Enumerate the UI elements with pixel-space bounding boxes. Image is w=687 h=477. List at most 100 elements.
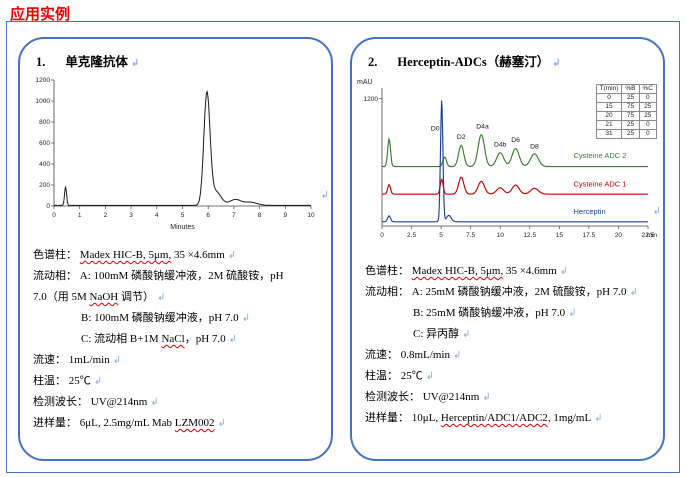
spec-line: 流速： 1mL/min ↲ (33, 350, 331, 371)
svg-text:1000: 1000 (36, 98, 51, 105)
section-heading-right: 2. Herceptin-ADCs（赫塞汀） ↲ (368, 51, 663, 70)
gradient-table-header: %C (638, 84, 658, 94)
gradient-table-cell: 0 (638, 93, 658, 103)
svg-text:0: 0 (380, 232, 384, 239)
svg-text:5: 5 (439, 232, 443, 239)
spellcheck-flagged-text: Madex HIC-B, 5μm, (79, 249, 172, 261)
spec-line: B: 25mM 磷酸钠缓冲液，pH 7.0 ↲ (365, 303, 663, 324)
return-mark: ↲ (594, 413, 603, 424)
gradient-table-row: 20 75 25 (595, 111, 658, 121)
spec-line: 柱温： 25℃ ↲ (365, 366, 663, 387)
gradient-table-cell: 0 (638, 120, 658, 130)
gradient-table-cell: 25 (638, 102, 658, 112)
spec-text: 进样量： 6μL, 2.5mg/mL Mab (33, 417, 175, 429)
return-mark: ↲ (93, 376, 103, 387)
svg-text:mAU: mAU (357, 79, 373, 86)
spec-line: 流速： 0.8mL/min ↲ (365, 345, 663, 366)
spec-text: B: 25mM 磷酸钠缓冲液，pH 7.0 (413, 307, 566, 319)
spec-text: 35 ×4.6mm (503, 265, 557, 277)
return-mark: ↲ (629, 287, 638, 298)
spec-text: C: 异丙醇 (413, 328, 460, 340)
svg-text:3: 3 (129, 212, 133, 219)
svg-text:17.5: 17.5 (583, 232, 596, 239)
svg-text:400: 400 (39, 161, 50, 168)
return-mark: ↲ (425, 371, 435, 382)
chromatogram-adc-chart: T(min) %B %C 0 25 0 15 75 25 20 75 25 21 25 0 31 25 0 ↲ 0… (356, 74, 663, 253)
svg-text:D6: D6 (511, 137, 520, 144)
spec-text: C: 流动相 B+1M (81, 333, 162, 345)
spec-line: 7.0（用 5M NaOH 调节） ↲ (33, 287, 331, 308)
svg-text:200: 200 (39, 182, 50, 189)
svg-text:Herceptin: Herceptin (574, 207, 606, 216)
spec-text: 检测波长： UV@214nm (33, 396, 148, 408)
return-mark: ↲ (482, 392, 491, 403)
spec-line: 进样量： 10μL, Herceptin/ADC1/ADC2, 1mg/mL ↲ (365, 408, 663, 429)
chromatogram-svg: 0 2.5 5 7.5 10 12.5 15 17.5 20 22.5 1200 min mAU Cyst… (357, 79, 657, 239)
return-mark: ↲ (241, 313, 251, 324)
spec-text: , 1mg/mL (547, 412, 592, 424)
gradient-table: T(min) %B %C 0 25 0 15 75 25 20 75 25 21 25 0 31 25 0 (595, 84, 658, 139)
svg-text:D4a: D4a (476, 123, 489, 130)
spec-text: 流速： 0.8mL/min (365, 349, 450, 361)
method-specs-right: 色谱柱： Madex HIC-B, 5μm, 35 ×4.6mm ↲ 流动相： A:… (365, 261, 663, 429)
spellcheck-flagged-text: Herceptin/ADC1/ADC2 (440, 412, 548, 424)
spellcheck-flagged-text: NaOH (89, 291, 119, 303)
return-mark: ↲ (559, 266, 569, 277)
chromatogram-svg: 0 1 2 3 4 5 6 7 8 9 10 0 200 400 600 800 1000 1200 Minutes (36, 77, 315, 231)
section-heading-left: 1. 单克隆抗体 ↲ (36, 51, 331, 70)
gradient-table-cell: 25 (638, 111, 658, 121)
spec-text: 流速： 1mL/min (33, 354, 110, 366)
spec-text: 7.0（用 5M (33, 291, 90, 303)
gradient-table-cell: 15 (595, 102, 623, 112)
svg-text:1200: 1200 (364, 96, 379, 103)
svg-text:22.5: 22.5 (642, 232, 655, 239)
gradient-table-cell: 75 (621, 102, 640, 112)
svg-text:4: 4 (155, 212, 159, 219)
spec-text: 柱温： 25℃ (33, 375, 91, 387)
svg-text:D4b: D4b (494, 141, 507, 148)
svg-text:Cysteine ADC 1: Cysteine ADC 1 (574, 180, 627, 189)
chromatogram-mab-chart: ↲ 0 1 2 3 4 5 6 7 8 9 10 0 200 400 600 800 1000 1200 Minut… (24, 74, 331, 237)
spec-line: 色谱柱： Madex HIC-B, 5μm, 35 ×4.6mm ↲ (365, 261, 663, 282)
spec-text: 色谱柱： (33, 249, 80, 261)
spec-text: B: 100mM 磷酸钠缓冲液，pH 7.0 (81, 312, 239, 324)
svg-text:1: 1 (78, 212, 82, 219)
spec-text: 色谱柱： (365, 265, 412, 277)
spellcheck-flagged-text: Madex HIC-B, 5μm, (411, 265, 504, 277)
return-mark: ↲ (130, 58, 140, 69)
svg-text:2.5: 2.5 (407, 232, 416, 239)
return-mark: ↲ (217, 418, 226, 429)
gradient-table-cell: 0 (595, 93, 623, 103)
svg-text:D0: D0 (431, 125, 440, 132)
svg-text:800: 800 (39, 119, 50, 126)
spec-text: 检测波长： UV@214nm (365, 391, 480, 403)
panel-monoclonal-antibody: 1. 单克隆抗体 ↲ ↲ 0 1 2 3 4 5 6 7 8 9 10 0 200 400 600 800 1000… (18, 37, 333, 461)
spec-text: 流动相： A: 25mM 磷酸钠缓冲液，2M 硫酸铵，pH 7.0 (365, 286, 627, 298)
page-title: 应用实例 (10, 7, 71, 23)
svg-text:Cysteine ADC 2: Cysteine ADC 2 (574, 151, 627, 160)
svg-text:0: 0 (52, 212, 56, 219)
gradient-table-row: 0 25 0 (595, 93, 658, 103)
return-mark: ↲ (552, 58, 561, 69)
spec-line: 流动相： A: 100mM 磷酸钠缓冲液，2M 硫酸铵，pH (33, 266, 331, 287)
gradient-table-row: 15 75 25 (595, 102, 658, 112)
return-mark: ↲ (150, 397, 159, 408)
svg-text:2: 2 (104, 212, 108, 219)
spellcheck-flagged-text: NaCl (161, 333, 185, 345)
spec-line: C: 异丙醇 ↲ (365, 324, 663, 345)
spec-text: 进样量： 10μL, (365, 412, 441, 424)
spec-line: 色谱柱： Madex HIC-B, 5μm, 35 ×4.6mm ↲ (33, 245, 331, 266)
svg-text:5: 5 (181, 212, 185, 219)
content-frame: 1. 单克隆抗体 ↲ ↲ 0 1 2 3 4 5 6 7 8 9 10 0 200 400 600 800 1000… (6, 21, 680, 473)
gradient-table-row: 21 25 0 (595, 120, 658, 130)
return-mark: ↲ (568, 308, 577, 319)
svg-text:15: 15 (556, 232, 564, 239)
return-mark: ↲ (462, 329, 471, 340)
spec-line: 流动相： A: 25mM 磷酸钠缓冲液，2M 硫酸铵，pH 7.0 ↲ (365, 282, 663, 303)
svg-text:D8: D8 (530, 144, 539, 151)
return-mark: ↲ (452, 350, 462, 361)
return-mark: ↲ (320, 190, 329, 201)
gradient-table-header: %B (621, 84, 640, 94)
svg-text:10: 10 (307, 212, 315, 219)
